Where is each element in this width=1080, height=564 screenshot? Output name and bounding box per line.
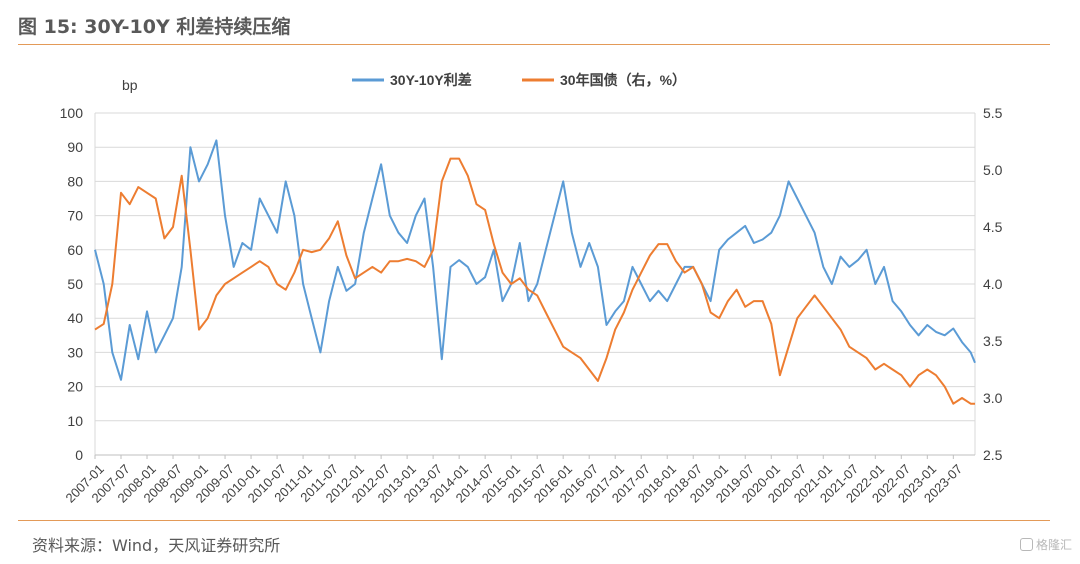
- bottom-rule: [18, 520, 1050, 521]
- watermark: 格隆汇: [1019, 536, 1072, 553]
- figure-title: 图 15: 30Y-10Y 利差持续压缩: [18, 16, 291, 38]
- legend-label: 30Y-10Y利差: [390, 72, 472, 88]
- chart: 0 10 20 30 40 50 60 70 80 90 100 2.5 3.0 3.5 4.0 4.5 5.…: [60, 72, 1003, 506]
- series-line-1: [94, 139, 976, 381]
- y-tick-label: 90: [67, 139, 83, 155]
- y-tick-label: 80: [67, 173, 83, 189]
- axes: [94, 113, 976, 459]
- legend-item-2: 30年国债（右，%）: [522, 72, 686, 88]
- y-tick-label: 60: [67, 242, 83, 258]
- y-right-tick-label: 2.5: [983, 447, 1003, 463]
- legend-label: 30年国债（右，%）: [560, 72, 686, 88]
- legend: 30Y-10Y利差 30年国债（右，%）: [352, 72, 686, 88]
- figure-header: 图 15: 30Y-10Y 利差持续压缩: [18, 8, 1050, 44]
- watermark-logo-icon: [1019, 538, 1033, 551]
- y-axis-left: 0 10 20 30 40 50 60 70 80 90 100: [60, 105, 84, 463]
- y-tick-label: 30: [67, 344, 83, 360]
- y-tick-label: 100: [60, 105, 84, 121]
- top-rule: [18, 44, 1050, 45]
- y-right-tick-label: 5.5: [983, 105, 1003, 121]
- x-axis: 2007-012007-072008-012008-072009-012009-…: [63, 461, 966, 505]
- y-axis-right: 2.5 3.0 3.5 4.0 4.5 5.0 5.5: [983, 105, 1003, 463]
- y-right-tick-label: 4.0: [983, 276, 1003, 292]
- legend-item-1: 30Y-10Y利差: [352, 72, 472, 88]
- y-right-tick-label: 4.5: [983, 219, 1003, 235]
- y-tick-label: 50: [67, 276, 83, 292]
- y-right-tick-label: 3.0: [983, 390, 1003, 406]
- y-tick-label: 0: [75, 447, 83, 463]
- series-lines: [94, 139, 976, 405]
- y-tick-label: 10: [67, 413, 83, 429]
- y-right-tick-label: 3.5: [983, 333, 1003, 349]
- y-right-tick-label: 5.0: [983, 162, 1003, 178]
- series-line-2: [94, 157, 975, 405]
- y-unit-label: bp: [122, 77, 138, 93]
- source-note: 资料来源：Wind，天风证券研究所: [32, 536, 281, 555]
- watermark-text: 格隆汇: [1035, 538, 1072, 552]
- y-tick-label: 40: [67, 310, 83, 326]
- y-tick-label: 70: [67, 208, 83, 224]
- y-tick-label: 20: [67, 379, 83, 395]
- grid-lines: [95, 112, 975, 456]
